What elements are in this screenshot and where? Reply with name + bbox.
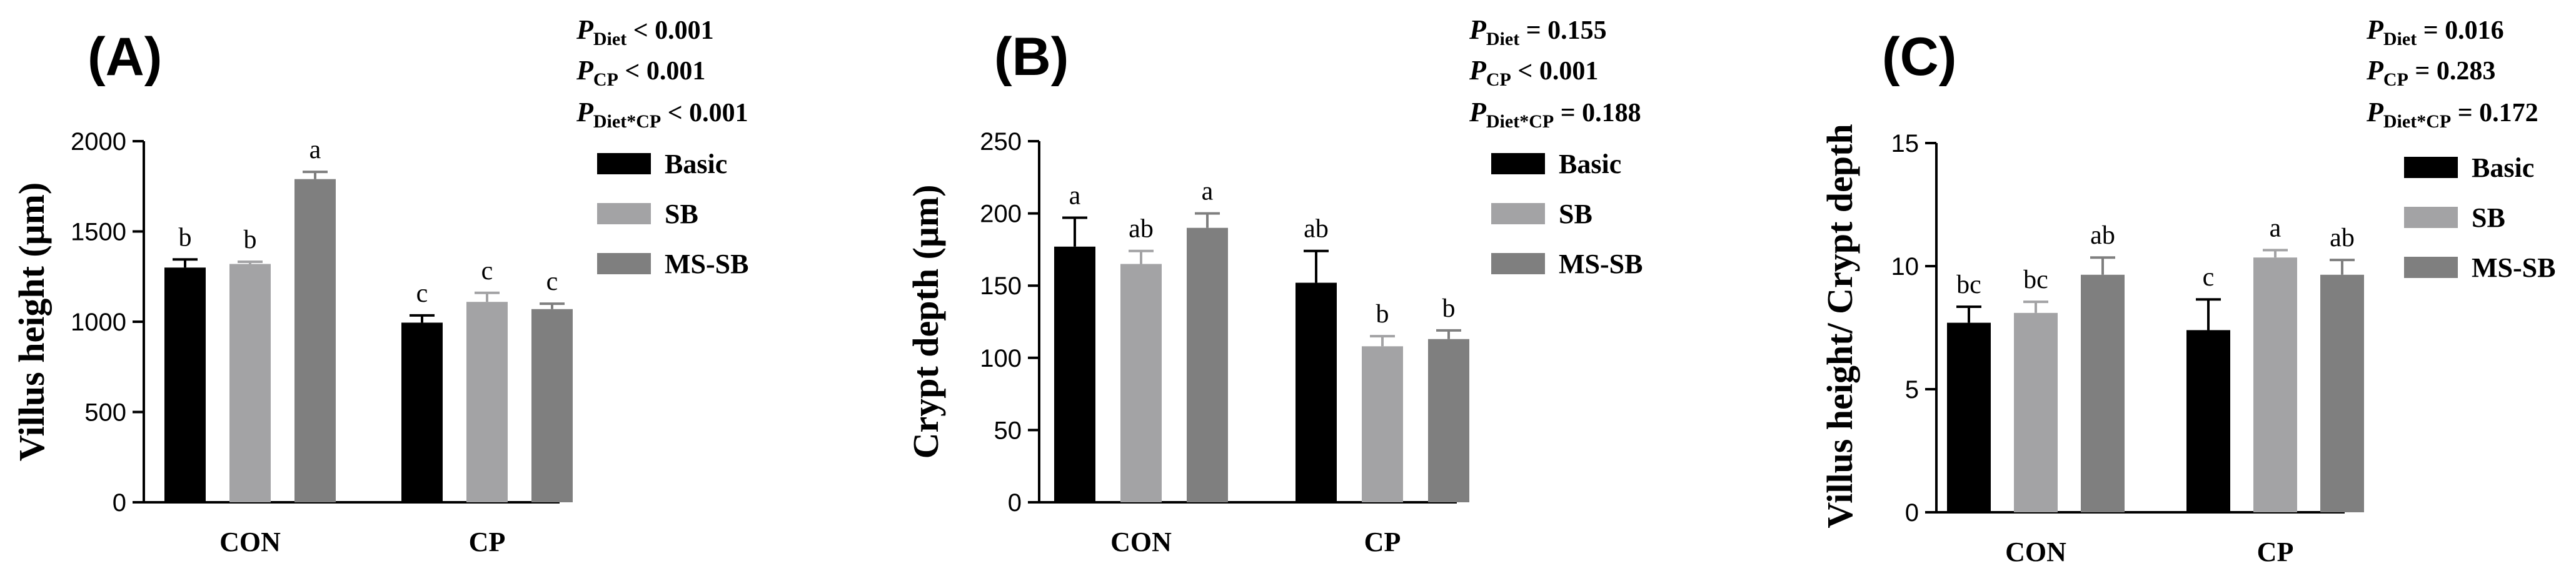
y-tick-label: 0 [1008, 489, 1022, 517]
significance-letter: a [309, 136, 321, 164]
y-tick-label: 150 [980, 272, 1022, 300]
x-category-label: CP [469, 527, 506, 557]
legend-swatch [2404, 207, 2458, 228]
panel-b: (B) Crypt depth (μm) 0 50 100 150 200 250 a ab a CO… [905, 14, 1643, 557]
significance-letter: b [179, 223, 192, 252]
y-tick-label: 100 [980, 345, 1022, 372]
legend-swatch [2404, 157, 2458, 178]
legend-label: SB [665, 199, 698, 229]
bar-cp-sb [1362, 346, 1403, 502]
stat-annotation: PCP = 0.283 [2366, 55, 2495, 90]
stat-annotation: PDiet*CP < 0.001 [576, 97, 748, 132]
significance-letter: ab [2090, 221, 2115, 250]
panel-label: (B) [994, 27, 1069, 87]
significance-letter: a [1202, 177, 1214, 206]
significance-letter: b [1442, 294, 1456, 323]
legend-label: Basic [2472, 152, 2534, 183]
bar-cp-basic [2186, 330, 2230, 512]
legend-swatch [1491, 153, 1545, 174]
bar-cp-ms-sb [2320, 274, 2364, 512]
significance-letter: c [546, 267, 558, 296]
bar-con-basic [164, 267, 206, 502]
x-category-label: CON [2005, 537, 2066, 567]
bar-cp-ms-sb [531, 309, 573, 502]
x-category-label: CON [219, 527, 281, 557]
legend-label: Basic [1559, 149, 1621, 179]
stat-annotation: PDiet*CP = 0.172 [2366, 97, 2538, 132]
y-tick-label: 1500 [71, 219, 126, 246]
bar-cp-sb [466, 302, 508, 502]
significance-letter: ab [2330, 224, 2355, 252]
significance-letter: ab [1304, 215, 1329, 244]
bar-cp-basic [1296, 282, 1337, 502]
stat-annotation: PDiet = 0.016 [2366, 14, 2504, 49]
significance-letter: c [481, 257, 493, 286]
significance-letter: c [2203, 263, 2215, 292]
bar-cp-sb [2253, 257, 2297, 512]
legend-swatch [2404, 257, 2458, 278]
bar-con-basic [1054, 246, 1095, 502]
y-axis-title: Crypt depth (μm) [905, 185, 946, 459]
legend-swatch [597, 153, 651, 174]
significance-letter: bc [2023, 266, 2048, 294]
y-tick-label: 0 [1905, 499, 1919, 527]
legend-label: SB [2472, 202, 2505, 233]
y-tick-label: 1000 [71, 309, 126, 336]
bar-cp-basic [401, 322, 443, 502]
significance-letter: b [1376, 300, 1389, 329]
y-tick-label: 10 [1891, 253, 1919, 281]
legend-swatch [1491, 203, 1545, 224]
legend-swatch [1491, 253, 1545, 274]
y-tick-label: 200 [980, 201, 1022, 228]
panel-a: (A) Villus height (μm) 0 500 1000 1500 2000 b b a… [11, 14, 748, 557]
significance-letter: bc [1956, 271, 1981, 299]
y-tick-label: 15 [1891, 130, 1919, 157]
significance-letter: a [2270, 214, 2282, 242]
bar-con-sb [2014, 312, 2058, 512]
legend-label: Basic [665, 149, 727, 179]
x-category-label: CP [1364, 527, 1401, 557]
y-tick-label: 50 [994, 417, 1022, 444]
legend-label: MS-SB [2472, 252, 2555, 283]
bar-con-sb [229, 264, 271, 502]
stat-annotation: PDiet*CP = 0.188 [1469, 97, 1641, 132]
y-tick-label: 2000 [71, 128, 126, 156]
bar-con-basic [1947, 322, 1991, 512]
panel-c: (C) Villus height/ Crypt depth 0 5 10 15 bc bc a… [1819, 14, 2555, 567]
y-tick-label: 500 [84, 399, 126, 427]
y-tick-label: 250 [980, 128, 1022, 156]
stat-annotation: PDiet < 0.001 [576, 14, 714, 49]
bar-con-ms-sb [2081, 274, 2125, 512]
legend-label: MS-SB [665, 249, 748, 279]
y-axis-title: Villus height/ Crypt depth [1819, 124, 1860, 528]
panel-label: (C) [1882, 27, 1956, 87]
stat-annotation: PCP < 0.001 [576, 55, 705, 90]
x-category-label: CON [1110, 527, 1172, 557]
y-tick-label: 0 [113, 489, 126, 517]
bar-con-ms-sb [1187, 227, 1228, 502]
stat-annotation: PDiet = 0.155 [1469, 14, 1607, 49]
x-category-label: CP [2257, 537, 2294, 567]
y-axis-title: Villus height (μm) [11, 182, 52, 461]
stat-annotation: PCP < 0.001 [1469, 55, 1598, 90]
significance-letter: c [416, 279, 428, 308]
legend-label: SB [1559, 199, 1592, 229]
significance-letter: a [1069, 182, 1081, 211]
significance-letter: b [244, 226, 257, 254]
legend-swatch [597, 253, 651, 274]
legend-label: MS-SB [1559, 249, 1643, 279]
y-tick-label: 5 [1905, 376, 1919, 404]
panel-label: (A) [88, 27, 162, 87]
bar-con-ms-sb [294, 179, 336, 502]
bar-cp-ms-sb [1428, 339, 1469, 502]
bar-con-sb [1120, 264, 1162, 502]
significance-letter: ab [1129, 215, 1154, 244]
legend-swatch [597, 203, 651, 224]
